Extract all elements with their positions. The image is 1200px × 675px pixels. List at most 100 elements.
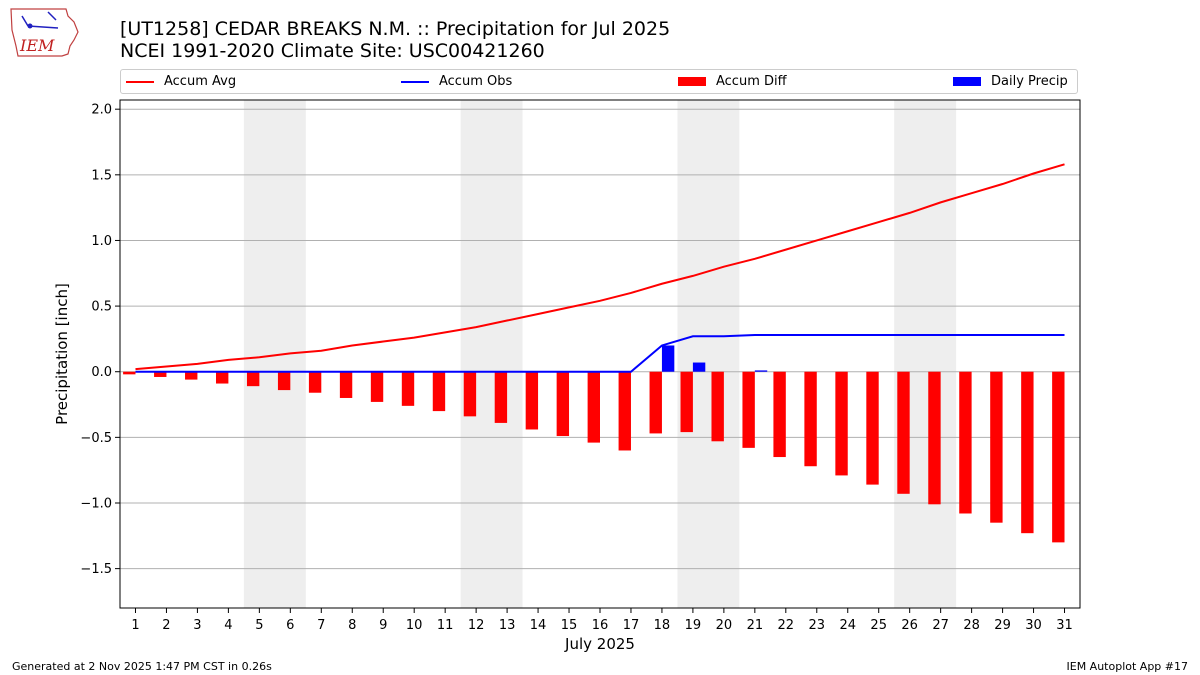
y-tick-label: −0.5 <box>80 431 112 446</box>
accum-diff-bar <box>216 371 229 384</box>
x-tick-label: 8 <box>348 618 356 633</box>
legend-label-accum-avg: Accum Avg <box>164 74 237 89</box>
x-tick-label: 28 <box>963 618 980 633</box>
weekend-band-2 <box>460 100 523 608</box>
x-tick-label: 5 <box>255 618 263 633</box>
daily-precip-bar <box>692 362 706 372</box>
y-tick-label: 1.5 <box>91 168 112 183</box>
legend-swatch-accum-avg <box>126 80 154 83</box>
accum-diff-bar <box>773 371 786 458</box>
daily-precip-bar <box>661 345 675 372</box>
y-axis-ticks: −1.5 −1.0 −0.5 0.0 0.5 1.0 1.5 2.0 <box>80 103 120 577</box>
x-tick-label: 25 <box>870 618 887 633</box>
title-line-2: NCEI 1991-2020 Climate Site: USC00421260 <box>120 40 545 62</box>
accum-diff-bar <box>1021 371 1034 534</box>
x-tick-label: 27 <box>932 618 949 633</box>
accum-diff-bar <box>711 371 724 442</box>
y-tick-label: −1.5 <box>80 562 112 577</box>
accum-diff-bar <box>928 371 941 505</box>
accum-diff-bar <box>432 371 446 412</box>
y-tick-label: −1.0 <box>80 496 112 511</box>
accum-avg-line <box>135 163 1065 371</box>
accum-diff-bar <box>123 371 136 375</box>
accum-diff-bar <box>277 371 291 391</box>
accum-diff-bar <box>154 371 167 377</box>
accum-diff-bar <box>990 371 1003 523</box>
x-tick-label: 19 <box>685 618 702 633</box>
accum-diff-bar <box>897 371 910 494</box>
accum-diff-bar <box>339 371 353 398</box>
x-tick-label: 14 <box>530 618 547 633</box>
accum-diff-bar <box>401 371 415 406</box>
x-tick-label: 12 <box>468 618 485 633</box>
legend-swatch-daily-precip <box>953 77 981 86</box>
app-credit: IEM Autoplot App #17 <box>1066 660 1189 673</box>
chart-title: [UT1258] CEDAR BREAKS N.M. :: Precipitat… <box>120 18 670 62</box>
y-tick-label: 1.0 <box>91 234 112 249</box>
accum-diff-bar <box>804 371 817 467</box>
accum-diff-bar <box>618 371 631 451</box>
x-tick-label: 21 <box>747 618 764 633</box>
legend-item-accum-diff: Accum Diff <box>678 70 787 93</box>
accum-diff-bar <box>835 371 848 476</box>
x-tick-label: 24 <box>839 618 856 633</box>
legend-item-accum-obs: Accum Obs <box>401 70 512 93</box>
x-tick-label: 15 <box>561 618 578 633</box>
x-tick-label: 18 <box>654 618 671 633</box>
y-tick-label: 0.0 <box>91 365 112 380</box>
accum-diff-bar <box>1052 371 1065 543</box>
legend: Accum Avg Accum Obs Accum Diff Daily Pre… <box>120 69 1078 94</box>
x-tick-label: 22 <box>778 618 795 633</box>
accum-diff-bar <box>556 371 570 437</box>
logo-text: IEM <box>19 36 55 55</box>
accum-diff-bar <box>308 371 322 393</box>
accum-diff-bar <box>463 371 477 417</box>
x-tick-label: 2 <box>162 618 170 633</box>
legend-item-daily-precip: Daily Precip <box>953 70 1068 93</box>
iem-logo: IEM <box>8 6 80 58</box>
x-tick-label: 13 <box>499 618 516 633</box>
legend-label-accum-obs: Accum Obs <box>439 74 513 89</box>
y-tick-label: 2.0 <box>91 103 112 118</box>
x-axis-ticks: 1 2 3 4 5 6 7 8 9 10 11 12 13 14 15 16 17 18 19 20 21 22 23 24 2… <box>131 608 1073 633</box>
bars-group <box>123 345 1065 543</box>
x-tick-label: 29 <box>994 618 1011 633</box>
accum-diff-bar <box>866 371 879 485</box>
iowa-state-outline-icon: IEM <box>10 8 79 57</box>
accum-diff-bar <box>680 371 693 433</box>
legend-swatch-accum-obs <box>401 80 429 83</box>
legend-label-daily-precip: Daily Precip <box>991 74 1068 89</box>
generated-timestamp: Generated at 2 Nov 2025 1:47 PM CST in 0… <box>12 660 272 673</box>
x-tick-label: 26 <box>901 618 918 633</box>
x-tick-label: 9 <box>379 618 387 633</box>
lines-group <box>135 163 1065 373</box>
x-tick-label: 4 <box>224 618 232 633</box>
title-line-1: [UT1258] CEDAR BREAKS N.M. :: Precipitat… <box>120 18 671 40</box>
accum-diff-bar <box>959 371 972 514</box>
x-tick-label: 30 <box>1025 618 1042 633</box>
accum-diff-bar <box>185 371 198 380</box>
legend-item-accum-avg: Accum Avg <box>126 70 236 93</box>
daily-precip-bar <box>754 370 768 372</box>
x-tick-label: 23 <box>809 618 826 633</box>
weekend-band-3 <box>677 100 740 608</box>
accum-diff-bar <box>246 371 260 387</box>
x-axis-label: July 2025 <box>564 635 635 653</box>
accum-diff-bar <box>525 371 539 430</box>
x-tick-label: 20 <box>716 618 733 633</box>
x-tick-label: 1 <box>131 618 139 633</box>
accum-diff-bar <box>587 371 600 443</box>
x-tick-label: 16 <box>592 618 609 633</box>
x-tick-label: 11 <box>437 618 454 633</box>
accum-diff-bar <box>742 371 755 448</box>
accum-diff-bar <box>649 371 662 434</box>
x-tick-label: 6 <box>286 618 294 633</box>
x-tick-label: 3 <box>193 618 201 633</box>
weekend-band-1 <box>243 100 306 608</box>
x-tick-label: 17 <box>623 618 640 633</box>
y-tick-label: 0.5 <box>91 300 112 315</box>
weekend-shading <box>243 100 957 608</box>
accum-diff-bar <box>494 371 508 423</box>
legend-swatch-accum-diff <box>678 77 706 86</box>
